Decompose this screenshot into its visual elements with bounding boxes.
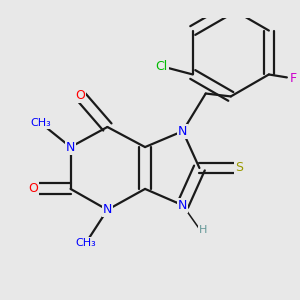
Text: Cl: Cl [155,60,167,73]
Text: O: O [75,89,85,102]
Text: CH₃: CH₃ [30,118,51,128]
Text: N: N [103,203,112,216]
Text: N: N [178,125,188,138]
Text: O: O [28,182,38,195]
Text: F: F [290,72,297,85]
Text: H: H [199,224,207,235]
Text: N: N [178,199,188,212]
Text: CH₃: CH₃ [75,238,96,248]
Text: S: S [235,161,243,175]
Text: N: N [66,141,75,154]
